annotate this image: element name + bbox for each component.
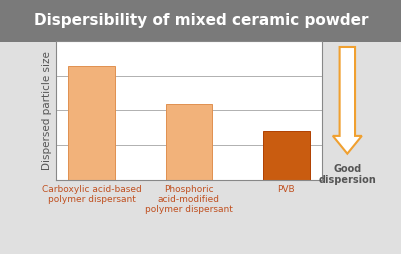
Text: Good
dispersion: Good dispersion	[318, 164, 375, 185]
Y-axis label: Dispersed particle size: Dispersed particle size	[42, 51, 52, 170]
Bar	[68, 66, 115, 180]
Text: Dispersibility of mixed ceramic powder: Dispersibility of mixed ceramic powder	[34, 13, 367, 28]
Bar	[262, 132, 309, 180]
Bar	[165, 104, 212, 180]
Polygon shape	[332, 47, 361, 154]
